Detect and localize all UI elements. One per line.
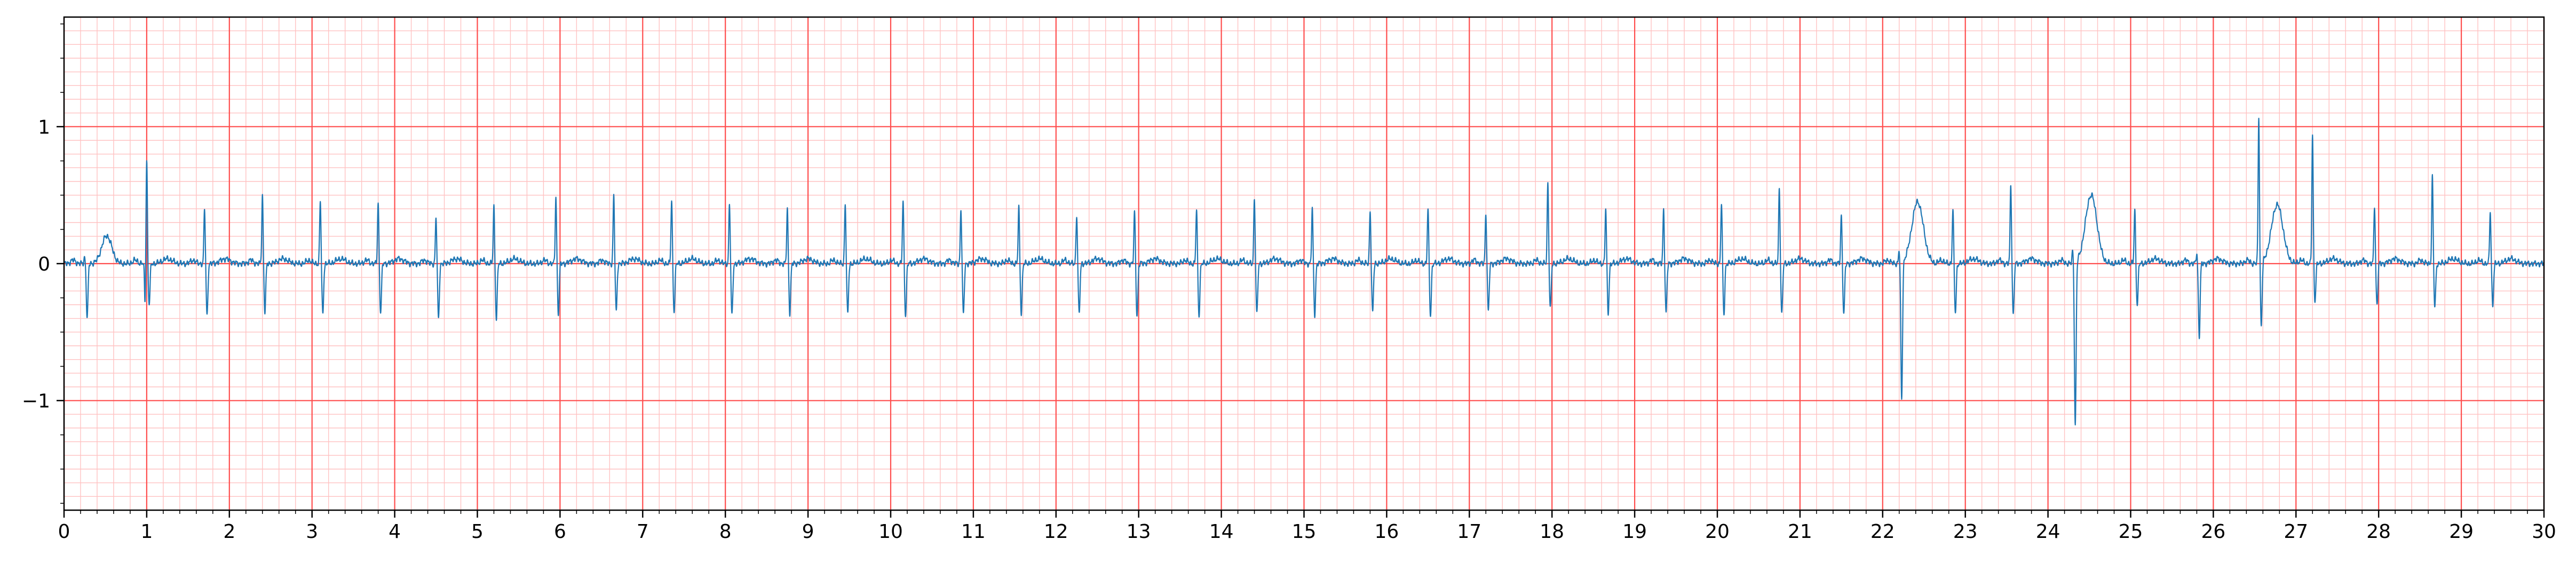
x-tick-label: 16	[1374, 521, 1399, 543]
x-tick-label: 18	[1540, 521, 1564, 543]
x-tick-label: 21	[1788, 521, 1812, 543]
x-tick-label: 1	[140, 521, 153, 543]
y-tick-label: 1	[38, 116, 50, 138]
x-tick-label: 7	[637, 521, 649, 543]
series-layer	[63, 117, 2545, 426]
x-tick-label: 9	[802, 521, 814, 543]
x-tick-label: 10	[878, 521, 903, 543]
x-tick-label: 17	[1457, 521, 1481, 543]
x-tick-label: 2	[223, 521, 235, 543]
x-tick-label: 28	[2366, 521, 2391, 543]
x-tick-label: 3	[306, 521, 318, 543]
x-tick-label: 8	[719, 521, 732, 543]
ecg-series-line	[63, 117, 2545, 426]
x-tick-label: 27	[2284, 521, 2308, 543]
x-tick-label: 6	[554, 521, 566, 543]
x-tick-label: 13	[1127, 521, 1151, 543]
x-tick-label: 29	[2449, 521, 2474, 543]
x-tick-label: 19	[1622, 521, 1647, 543]
x-tick-label: 20	[1705, 521, 1730, 543]
x-tick-label: 5	[471, 521, 484, 543]
x-axis-ticks: 0 1 2 3 4 5 6 7 8 9 10 11 12 13 14 15 16 17 18 19 20 21 22 23 24…	[58, 510, 2556, 543]
x-tick-label: 23	[1953, 521, 1978, 543]
x-tick-label: 4	[389, 521, 401, 543]
y-tick-label: 0	[38, 253, 50, 275]
x-tick-label: 15	[1292, 521, 1317, 543]
x-tick-label: 0	[58, 521, 70, 543]
x-tick-label: 24	[2036, 521, 2060, 543]
x-tick-label: 25	[2119, 521, 2143, 543]
y-tick-label: −1	[22, 391, 50, 413]
x-tick-label: 30	[2532, 521, 2556, 543]
y-axis-ticks: −1 0 1	[22, 23, 64, 504]
x-tick-label: 14	[1209, 521, 1234, 543]
x-tick-label: 12	[1044, 521, 1068, 543]
x-tick-label: 22	[1870, 521, 1895, 543]
x-tick-label: 11	[961, 521, 986, 543]
x-tick-label: 26	[2201, 521, 2225, 543]
